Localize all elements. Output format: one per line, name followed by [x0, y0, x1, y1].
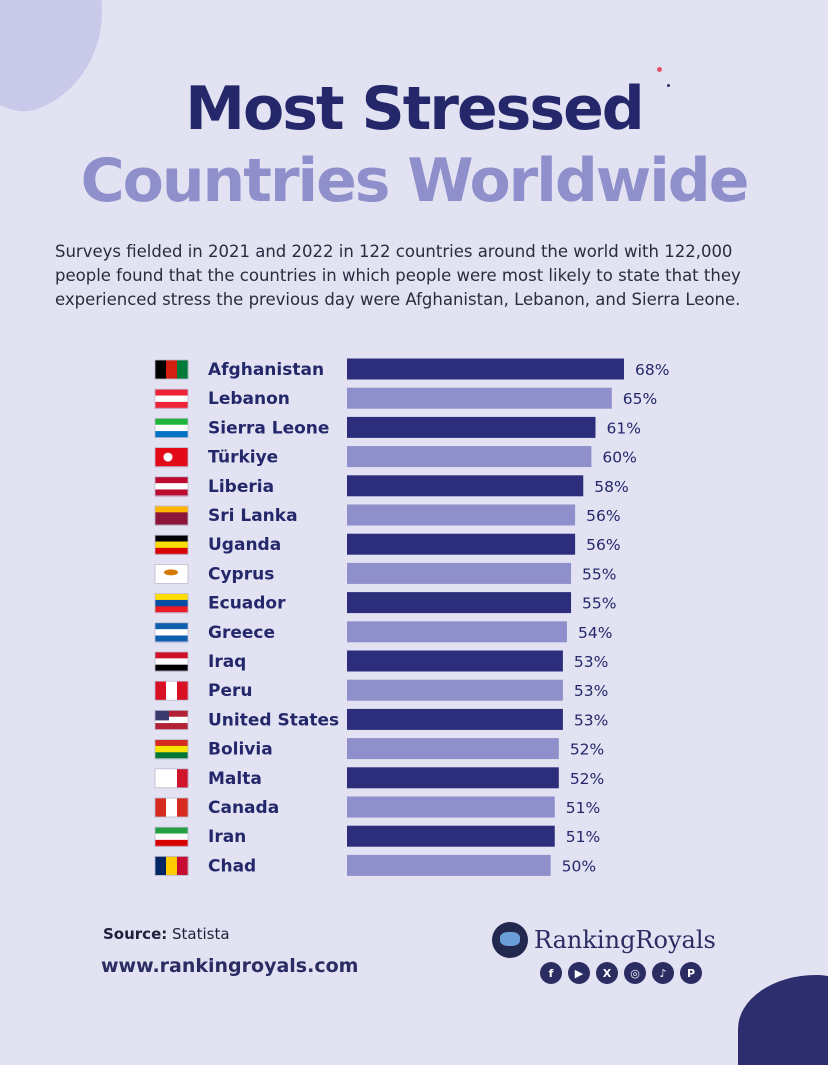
value-label: 61% [606, 419, 640, 437]
afghanistan-flag-icon [154, 359, 189, 380]
iran-flag-icon [154, 826, 189, 847]
cyprus-flag-icon [154, 564, 189, 584]
country-label: Afghanistan [208, 360, 324, 380]
country-label: Bolivia [208, 740, 273, 760]
greece-flag-icon [154, 622, 189, 643]
country-label: Cyprus [208, 564, 274, 584]
brand-logo-lockup: RankingRoyals [492, 922, 716, 958]
country-label: Chad [208, 856, 256, 876]
value-label: 50% [562, 857, 596, 875]
sri-lanka-flag-icon [154, 505, 189, 526]
bar [347, 796, 555, 818]
value-label: 65% [623, 390, 657, 408]
country-label: United States [208, 710, 339, 730]
bar [347, 533, 576, 555]
value-label: 60% [602, 449, 636, 467]
country-label: Peru [208, 681, 252, 701]
website-url[interactable]: www.rankingroyals.com [101, 955, 359, 977]
bar [347, 592, 572, 614]
decorative-dot [667, 84, 670, 87]
value-label: 55% [582, 565, 616, 583]
bar [347, 387, 612, 409]
country-label: Liberia [208, 477, 274, 497]
pinterest-icon[interactable]: P [680, 962, 702, 984]
brand-name: RankingRoyals [534, 926, 716, 954]
value-label: 53% [574, 711, 608, 729]
description: Surveys fielded in 2021 and 2022 in 122 … [55, 242, 741, 309]
title-line-1: Most Stressed [185, 74, 644, 144]
value-label: 51% [566, 828, 600, 846]
facebook-icon[interactable]: f [540, 962, 562, 984]
bar-chart: Afghanistan 68% Lebanon 65% Sierra Leone 61% T… [154, 358, 669, 876]
value-label: 58% [594, 478, 628, 496]
country-label: Lebanon [208, 389, 290, 409]
bar [347, 825, 555, 847]
bar [347, 416, 596, 438]
malta-flag-icon [154, 768, 189, 789]
social-links: f ▶ X ◎ ♪ P [540, 962, 702, 984]
value-label: 52% [570, 741, 604, 759]
country-label: Iran [208, 827, 246, 847]
country-label: Canada [208, 798, 279, 818]
globe-logo-icon [492, 922, 528, 958]
value-label: 53% [574, 653, 608, 671]
bar [347, 854, 551, 876]
x-icon[interactable]: X [596, 962, 618, 984]
value-label: 55% [582, 595, 616, 613]
bar [347, 475, 584, 497]
country-label: Ecuador [208, 594, 286, 614]
peru-flag-icon [154, 680, 189, 701]
value-label: 52% [570, 770, 604, 788]
tiktok-icon[interactable]: ♪ [652, 962, 674, 984]
source-note: Source: Statista [103, 925, 230, 943]
decorative-dot [657, 67, 662, 72]
country-label: Iraq [208, 652, 246, 672]
country-label: Greece [208, 623, 275, 643]
country-label: Malta [208, 769, 262, 789]
value-label: 56% [586, 507, 620, 525]
instagram-icon[interactable]: ◎ [624, 962, 646, 984]
bar [347, 738, 559, 760]
title-line-2: Countries Worldwide [80, 146, 750, 216]
value-label: 51% [566, 799, 600, 817]
country-label: Sierra Leone [208, 418, 329, 438]
bar [347, 562, 572, 584]
source-value: Statista [172, 925, 230, 943]
value-label: 56% [586, 536, 620, 554]
sierra-leone-flag-icon [154, 417, 189, 438]
bar [347, 446, 592, 468]
country-label: Uganda [208, 535, 281, 555]
youtube-icon[interactable]: ▶ [568, 962, 590, 984]
united-states-flag-icon [154, 710, 189, 730]
country-label: Türkiye [208, 448, 278, 468]
bar [347, 621, 567, 643]
bar [347, 650, 563, 672]
iraq-flag-icon [154, 651, 189, 672]
bar [347, 708, 563, 730]
lebanon-flag-icon [154, 388, 189, 409]
bolivia-flag-icon [154, 739, 189, 760]
ecuador-flag-icon [154, 593, 189, 614]
liberia-flag-icon [154, 476, 189, 497]
chad-flag-icon [154, 856, 189, 876]
source-label: Source: [103, 925, 168, 943]
decorative-blob-bottom-right [738, 975, 828, 1065]
bar [347, 767, 559, 789]
bar [347, 679, 563, 701]
value-label: 53% [574, 682, 608, 700]
uganda-flag-icon [154, 534, 189, 555]
value-label: 54% [578, 624, 612, 642]
canada-flag-icon [154, 797, 189, 818]
turkiye-flag-icon [154, 447, 189, 468]
country-label: Sri Lanka [208, 506, 298, 526]
value-label: 68% [635, 361, 669, 379]
bar [347, 504, 576, 526]
bar [347, 358, 624, 380]
